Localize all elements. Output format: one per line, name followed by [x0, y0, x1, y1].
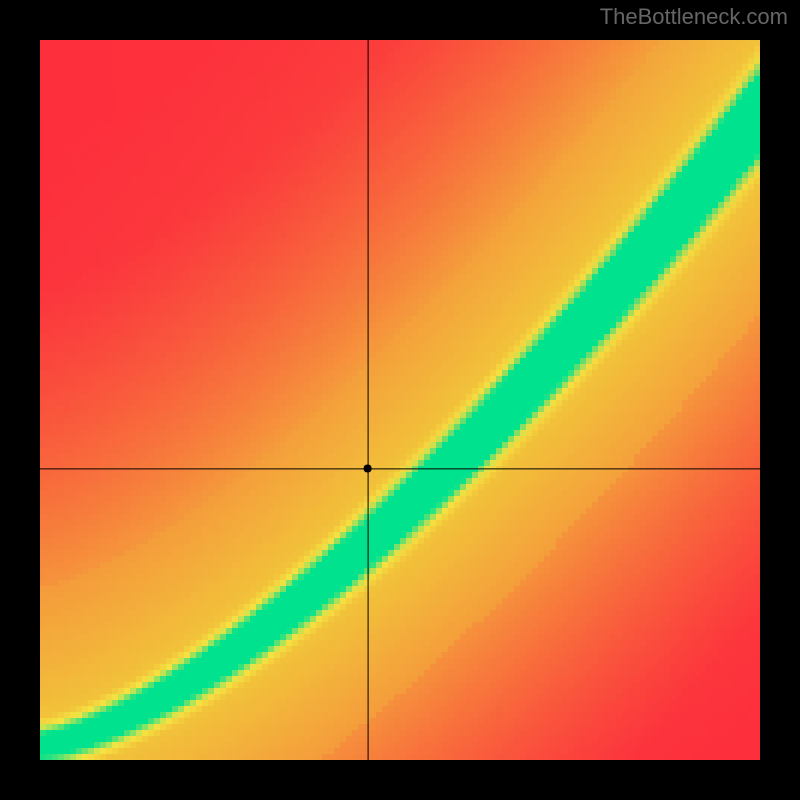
plot-area: [40, 40, 760, 760]
chart-container: TheBottleneck.com: [0, 0, 800, 800]
watermark-text: TheBottleneck.com: [600, 4, 788, 30]
heatmap-canvas: [40, 40, 760, 760]
